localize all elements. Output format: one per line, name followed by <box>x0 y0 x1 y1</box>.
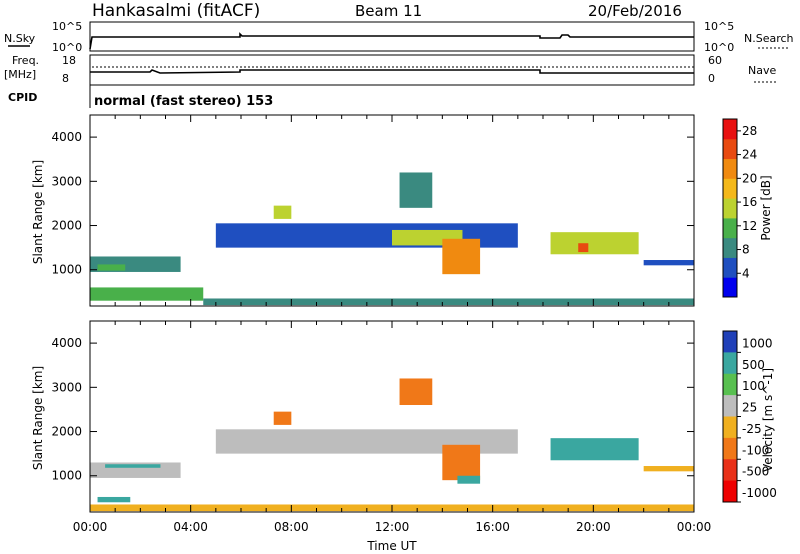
velocity-colorbar-tick: -100 <box>742 443 769 457</box>
velocity-colorbar-tick: -1000 <box>742 486 777 500</box>
vel-region-2 <box>273 411 292 425</box>
noise-tick-left-low: 10^0 <box>52 41 82 54</box>
velocity-colorbar-tick: -25 <box>742 422 762 436</box>
power-plot: 1000 2000 3000 4000 Slant Range [km] <box>31 114 695 307</box>
vel-region-6 <box>399 378 433 406</box>
vel-region-5 <box>457 475 481 484</box>
xtick-label: 08:00 <box>274 520 309 534</box>
power-region-10 <box>90 287 204 301</box>
xtick-label: 16:00 <box>475 520 510 534</box>
vel-ytick-label: 4000 <box>51 336 82 350</box>
frequency-panel: Freq. [MHz] 18 8 60 0 Nave <box>4 54 776 86</box>
cpid-panel: CPID normal (fast stereo) 153 <box>8 85 273 109</box>
nsky-label: N.Sky <box>4 32 36 45</box>
velocity-ylabel: Slant Range [km] <box>31 366 45 470</box>
station-title: Hankasalmi (fitACF) <box>92 1 260 21</box>
cpid-label: CPID <box>8 91 37 104</box>
freq-label: Freq. <box>12 54 39 67</box>
vel-region-9 <box>97 496 131 503</box>
nave-tick-high: 60 <box>708 54 722 67</box>
power-region-11 <box>203 298 694 306</box>
velocity-colorbar-tick: -500 <box>742 465 769 479</box>
power-ylabel: Slant Range [km] <box>31 160 45 264</box>
power-ytick-label: 1000 <box>51 263 82 277</box>
velocity-colorbar-tick: 500 <box>742 358 765 372</box>
nave-tick-low: 0 <box>708 72 715 85</box>
power-region-5 <box>442 238 481 275</box>
power-region-9 <box>643 260 694 266</box>
vel-region-8 <box>643 466 694 472</box>
cpid-value: normal (fast stereo) 153 <box>94 94 273 109</box>
power-heatmap <box>90 172 694 306</box>
velocity-plot: 1000 2000 3000 4000 00:00 04:00 08:00 12:00 16:… <box>31 320 712 553</box>
power-region-7 <box>550 232 639 255</box>
power-ytick-label: 2000 <box>51 219 82 233</box>
beam-label: Beam 11 <box>355 2 422 20</box>
noise-panel: N.Sky 10^5 10^0 10^5 10^0 N.Search <box>4 20 794 54</box>
power-region-6 <box>399 172 433 208</box>
vel-ytick-label: 1000 <box>51 469 82 483</box>
xtick-label: 20:00 <box>576 520 611 534</box>
xtick-label: 04:00 <box>173 520 208 534</box>
velocity-y-axis: 1000 2000 3000 4000 <box>51 336 694 483</box>
velocity-x-axis: 00:00 04:00 08:00 12:00 16:00 20:00 00:00 <box>73 321 712 534</box>
noise-tick-left-high: 10^5 <box>52 20 82 33</box>
xtick-label: 00:00 <box>677 520 712 534</box>
vel-ytick-label: 3000 <box>51 380 82 394</box>
velocity-colorbar-tick: 25 <box>742 401 757 415</box>
velocity-colorbar-tick: 100 <box>742 379 765 393</box>
freq-unit-label: [MHz] <box>4 68 36 81</box>
power-ytick-label: 3000 <box>51 174 82 188</box>
freq-tick-low: 8 <box>62 72 69 85</box>
power-colorbar-tick: 12 <box>742 219 757 233</box>
velocity-xlabel: Time UT <box>366 539 417 553</box>
vel-ytick-label: 2000 <box>51 425 82 439</box>
noise-tick-right-low: 10^0 <box>704 41 734 54</box>
power-x-ticks <box>89 115 695 306</box>
power-colorbar-tick: 28 <box>742 124 757 138</box>
velocity-colorbar-tick: 1000 <box>742 336 773 350</box>
vel-region-4 <box>442 444 481 481</box>
power-region-2 <box>273 205 292 219</box>
power-colorbar-tick: 20 <box>742 171 757 185</box>
xtick-label: 12:00 <box>375 520 410 534</box>
freq-tick-high: 18 <box>62 54 76 67</box>
power-colorbar-tick: 8 <box>742 243 750 257</box>
nsearch-label: N.Search <box>744 32 794 45</box>
power-colorbar-tick: 4 <box>742 266 750 280</box>
power-colorbar-tick: 16 <box>742 195 757 209</box>
power-region-1 <box>97 264 126 271</box>
noise-tick-right-high: 10^5 <box>704 20 734 33</box>
velocity-colorbar-label: Velocity [m s^-1] <box>761 368 775 472</box>
power-colorbar-tick: 24 <box>742 148 757 162</box>
power-ytick-label: 4000 <box>51 130 82 144</box>
nave-label: Nave <box>748 64 776 77</box>
vel-region-7 <box>550 438 639 461</box>
power-region-8 <box>578 243 589 253</box>
power-colorbar-label: Power [dB] <box>759 175 773 240</box>
power-y-axis: 1000 2000 3000 4000 <box>51 130 694 277</box>
xtick-label: 00:00 <box>73 520 108 534</box>
date-label: 20/Feb/2016 <box>588 2 682 20</box>
power-colorbar: 4 8 12 16 20 24 28 Power [dB] <box>722 118 773 298</box>
vel-region-1 <box>105 464 161 468</box>
velocity-colorbar: 1000 500 100 25 -25 -100 -500 -1000 Velocity [m… <box>722 330 777 503</box>
